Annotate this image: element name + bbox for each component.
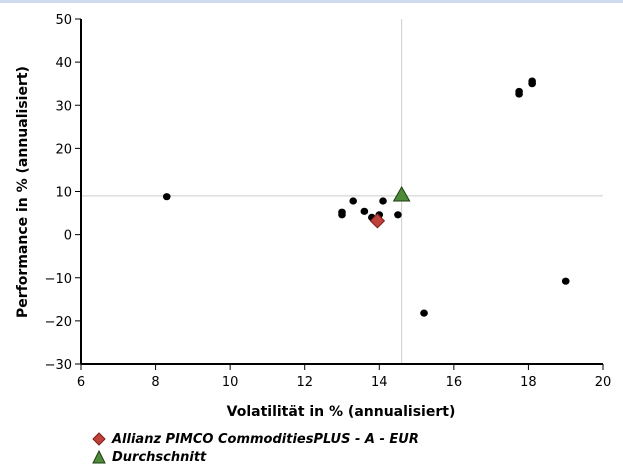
legend-label-fund: Allianz PIMCO CommoditiesPLUS - A - EUR: [112, 431, 419, 447]
scatter-point: [394, 211, 402, 219]
y-tick-label: −10: [45, 272, 72, 287]
scatter-point: [515, 90, 523, 98]
y-tick-label: 20: [55, 142, 72, 157]
average-triangle-point: [392, 185, 411, 202]
y-tick-label: −30: [45, 358, 72, 373]
scatter-point: [379, 197, 387, 205]
y-tick-label: 40: [55, 56, 72, 71]
chart-grid: [81, 19, 603, 364]
scatter-point: [561, 277, 570, 285]
chart-ticks: 6 8 10 12 14 16 18 20 50 40 30 20 10 0 −10 −20 −30: [45, 13, 612, 390]
y-axis-title: Performance in % (annualisiert): [15, 66, 31, 318]
chart-axes: [80, 19, 603, 365]
legend-item-fund: Allianz PIMCO CommoditiesPLUS - A - EUR: [92, 430, 419, 448]
scatter-point: [162, 193, 171, 201]
top-border-strip: [0, 0, 623, 3]
x-tick-label: 10: [222, 375, 239, 390]
y-tick-label: −20: [45, 315, 72, 330]
x-tick-label: 12: [296, 375, 313, 390]
scatter-point: [360, 207, 369, 215]
scatter-point: [528, 80, 536, 88]
y-tick-label: 10: [55, 186, 72, 201]
x-tick-label: 6: [77, 375, 85, 390]
x-tick-label: 14: [371, 375, 388, 390]
legend-item-average: Durchschnitt: [92, 448, 419, 466]
x-tick-label: 18: [520, 375, 537, 390]
y-tick-label: 50: [55, 13, 72, 28]
x-tick-label: 20: [595, 375, 612, 390]
chart-marks: [162, 77, 570, 317]
x-tick-label: 8: [151, 375, 159, 390]
x-tick-label: 16: [446, 375, 463, 390]
red-diamond-icon: [92, 432, 106, 446]
y-tick-label: 0: [64, 229, 72, 244]
scatter-point: [338, 211, 346, 219]
green-triangle-icon: [92, 450, 106, 464]
x-axis-title: Volatilität in % (annualisiert): [227, 404, 456, 420]
chart-legend: Allianz PIMCO CommoditiesPLUS - A - EUR …: [92, 430, 419, 466]
y-tick-label: 30: [55, 99, 72, 114]
legend-label-average: Durchschnitt: [112, 449, 207, 465]
scatter-point: [349, 197, 357, 205]
scatter-point: [420, 309, 428, 317]
fund-diamond-point: [369, 213, 386, 229]
